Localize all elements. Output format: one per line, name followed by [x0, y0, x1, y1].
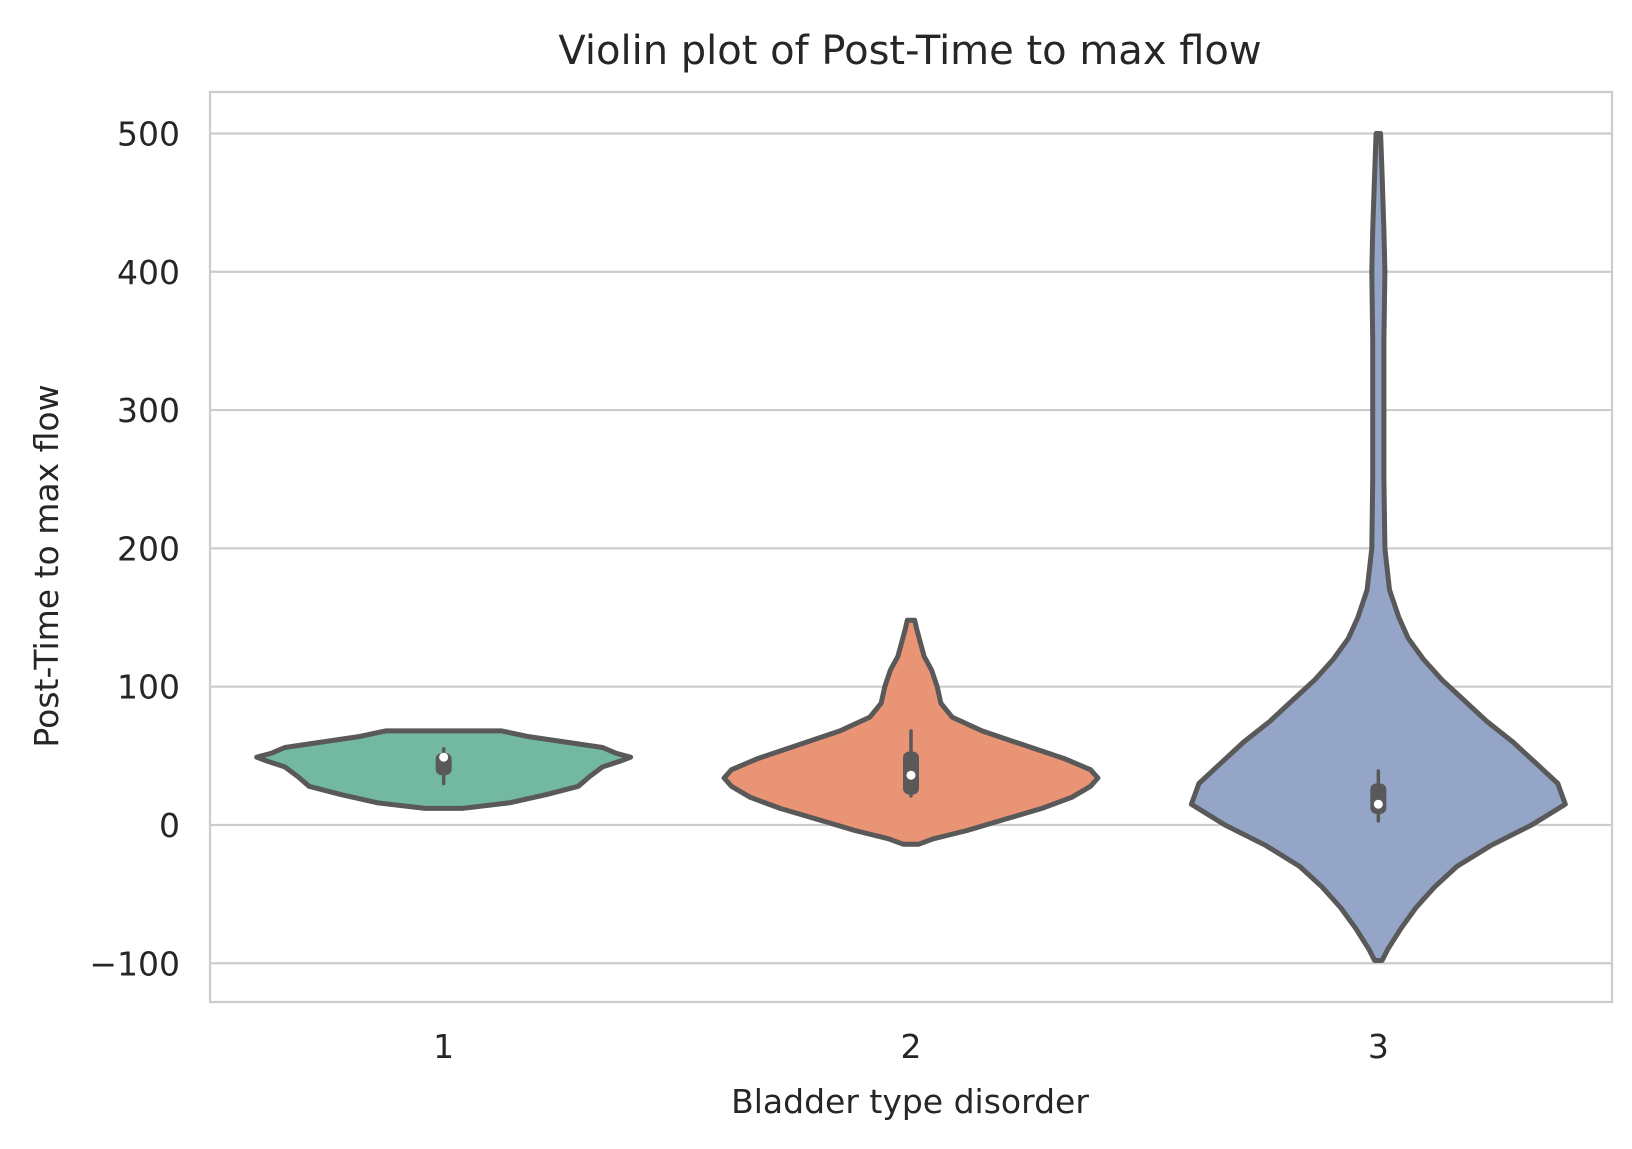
y-tick-label: 300	[117, 391, 180, 430]
violins	[254, 131, 1568, 963]
x-tick-label: 3	[1368, 1027, 1389, 1066]
y-tick-label: 100	[117, 668, 180, 707]
y-tick-label: 200	[117, 529, 180, 568]
x-axis-label: Bladder type disorder	[731, 1082, 1089, 1121]
violin-2	[721, 617, 1101, 847]
y-tick-label: 0	[159, 806, 180, 845]
x-tick-label: 1	[433, 1027, 454, 1066]
x-tick-label: 2	[901, 1027, 922, 1066]
y-tick-label: 400	[117, 253, 180, 292]
chart-title: Violin plot of Post-Time to max flow	[558, 28, 1261, 74]
violin-box	[1370, 783, 1387, 814]
y-tick-label: 500	[117, 114, 180, 153]
violin-3	[1188, 131, 1568, 963]
y-tick-labels: −100 0 100 200 300 400 500	[89, 114, 180, 983]
y-tick-label: −100	[89, 944, 180, 983]
violin-median-dot	[439, 752, 449, 762]
x-tick-labels: 1 2 3	[433, 1027, 1389, 1066]
y-axis-label: Post-Time to max flow	[27, 384, 66, 747]
violin-body	[1188, 131, 1568, 963]
violin-median-dot	[906, 770, 916, 780]
violin-1	[254, 728, 634, 811]
plot-frame	[208, 90, 1614, 1004]
violin-median-dot	[1373, 799, 1383, 809]
